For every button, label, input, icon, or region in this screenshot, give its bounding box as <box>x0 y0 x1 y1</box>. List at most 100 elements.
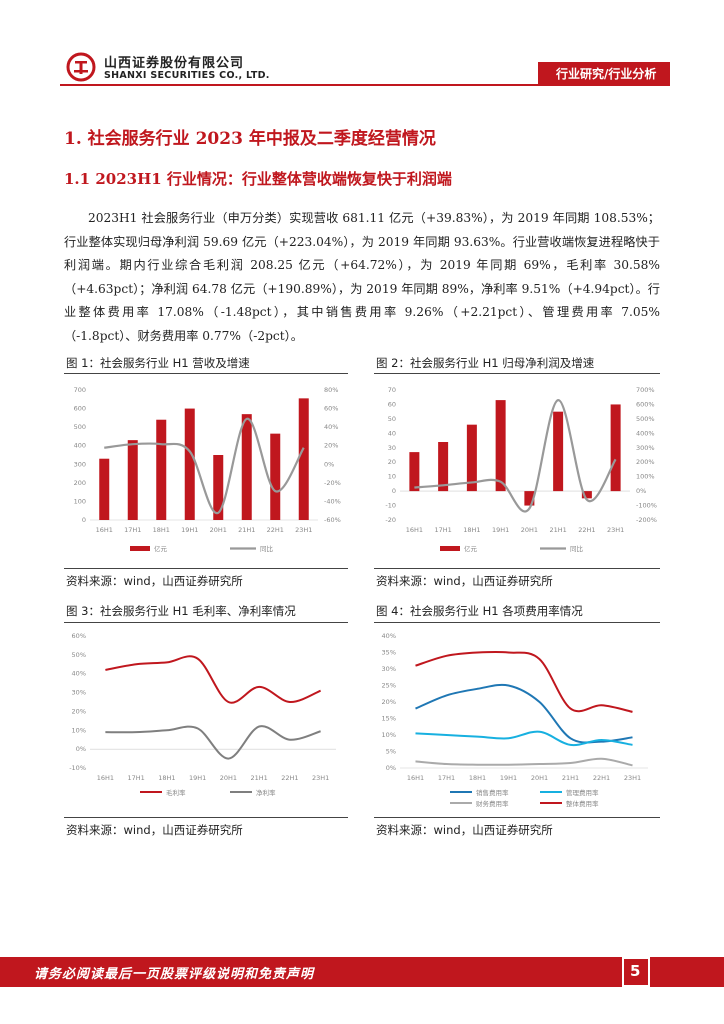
x-tick-label: 16H1 <box>97 774 114 782</box>
y-tick-right: 60% <box>324 405 338 413</box>
y-tick-right: 40% <box>324 423 338 431</box>
footer-disclaimer: 请务必阅读最后一页股票评级说明和免责声明 <box>34 967 315 982</box>
x-tick-label: 16H1 <box>407 774 424 782</box>
legend-label-line: 同比 <box>260 544 274 553</box>
x-tick-label: 18H1 <box>158 774 175 782</box>
bar <box>127 440 138 520</box>
x-tick-label: 23H1 <box>607 526 624 534</box>
x-tick-label: 17H1 <box>127 774 144 782</box>
y-tick-left: 700 <box>74 386 86 394</box>
x-tick-label: 17H1 <box>434 526 451 534</box>
y-tick-right: 400% <box>636 429 655 437</box>
y-tick: 0% <box>386 764 396 772</box>
figure-2-source: 资料来源：wind，山西证券研究所 <box>376 574 553 588</box>
x-tick-label: 22H1 <box>593 774 610 782</box>
y-tick-right: 0% <box>636 487 646 495</box>
y-tick-left: 10 <box>388 473 396 481</box>
legend-label: 净利率 <box>256 788 276 797</box>
legend-swatch-bar <box>440 546 460 551</box>
bar <box>156 419 167 520</box>
y-tick: 5% <box>386 748 396 756</box>
legend-label: 管理费用率 <box>566 788 599 797</box>
y-tick-left: 70 <box>388 386 396 394</box>
figure-1-source: 资料来源：wind，山西证券研究所 <box>66 574 243 588</box>
y-tick-right: 600% <box>636 400 655 408</box>
figure-1-frame <box>64 373 348 569</box>
y-tick: 0% <box>76 745 86 753</box>
x-tick-label: 19H1 <box>492 526 509 534</box>
y-tick-left: 400 <box>74 442 86 450</box>
y-tick-left: 0 <box>82 516 86 524</box>
figure-3-frame <box>64 622 348 818</box>
x-tick-label: 22H1 <box>267 526 284 534</box>
y-tick-left: 500 <box>74 423 86 431</box>
x-tick-label: 22H1 <box>578 526 595 534</box>
y-tick: 30% <box>382 665 396 673</box>
figure-3-title: 图 3：社会服务行业 H1 毛利率、净利率情况 <box>66 604 296 618</box>
y-tick-right: 100% <box>636 473 655 481</box>
y-tick-right: 80% <box>324 386 338 394</box>
x-tick-label: 23H1 <box>295 526 312 534</box>
figure-4-title: 图 4：社会服务行业 H1 各项费用率情况 <box>376 604 583 618</box>
bar <box>409 452 420 492</box>
y-tick-right: -200% <box>636 516 657 524</box>
y-tick: -10% <box>69 764 86 772</box>
y-tick-right: -20% <box>324 479 341 487</box>
x-tick-label: 21H1 <box>549 526 566 534</box>
y-tick-left: 600 <box>74 405 86 413</box>
y-tick-left: 300 <box>74 460 86 468</box>
y-tick: 50% <box>72 651 86 659</box>
header-red-band <box>538 62 670 84</box>
y-tick-left: 30 <box>388 444 396 452</box>
subsection-heading: 1.1 2023H1 行业情况：行业整体营收端恢复快于利润端 <box>64 170 452 188</box>
y-tick-right: 200% <box>636 458 655 466</box>
bar <box>466 424 477 492</box>
growth-line <box>414 399 617 513</box>
company-name-cn: 山西证券股份有限公司 <box>104 56 245 71</box>
x-tick-label: 18H1 <box>153 526 170 534</box>
report-category: 行业研究/行业分析 <box>556 67 657 81</box>
figure-1-title: 图 1：社会服务行业 H1 营收及增速 <box>66 356 250 370</box>
y-tick: 20% <box>382 698 396 706</box>
chart-1: 0 100 200 300 400 500 600 700 -60% -40% -20% 0% 20% 4… <box>74 386 341 553</box>
x-tick-label: 20H1 <box>531 774 548 782</box>
y-tick-right: -60% <box>324 516 341 524</box>
legend-swatch-bar <box>130 546 150 551</box>
x-tick-label: 21H1 <box>238 526 255 534</box>
x-tick-label: 22H1 <box>281 774 298 782</box>
chart-3: -10% 0% 10% 20% 30% 40% 50% 60% 16H1 17H1 18H1 19H1… <box>69 632 336 797</box>
y-tick-right: 500% <box>636 415 655 423</box>
x-tick-label: 17H1 <box>124 526 141 534</box>
bar <box>553 411 564 492</box>
x-tick-label: 16H1 <box>406 526 423 534</box>
y-tick: 25% <box>382 682 396 690</box>
legend-label: 销售费用率 <box>476 788 509 797</box>
legend-label: 整体费用率 <box>566 799 599 808</box>
figure-3-source: 资料来源：wind，山西证券研究所 <box>66 823 243 837</box>
y-tick-right: 20% <box>324 442 338 450</box>
y-tick: 20% <box>72 707 86 715</box>
figure-4-frame <box>374 622 660 818</box>
company-logo <box>66 52 96 82</box>
x-tick-label: 21H1 <box>562 774 579 782</box>
bar <box>270 433 281 520</box>
x-tick-label: 18H1 <box>469 774 486 782</box>
x-tick-label: 19H1 <box>189 774 206 782</box>
legend-label-bar: 亿元 <box>154 544 168 553</box>
x-tick-label: 19H1 <box>500 774 517 782</box>
x-tick-label: 21H1 <box>250 774 267 782</box>
y-tick-left: 0 <box>392 487 396 495</box>
x-tick-label: 17H1 <box>438 774 455 782</box>
y-tick-right: -40% <box>324 497 341 505</box>
y-tick-right: 700% <box>636 386 655 394</box>
bar <box>495 400 506 492</box>
y-tick-left: -10 <box>385 502 396 510</box>
bar <box>610 404 621 492</box>
series-line <box>415 757 633 767</box>
bar <box>184 408 195 520</box>
y-tick: 30% <box>72 689 86 697</box>
bar <box>581 491 592 499</box>
company-name-en: SHANXI SECURITIES CO., LTD. <box>104 70 270 81</box>
y-tick-left: 200 <box>74 479 86 487</box>
page-number: 5 <box>630 962 641 980</box>
